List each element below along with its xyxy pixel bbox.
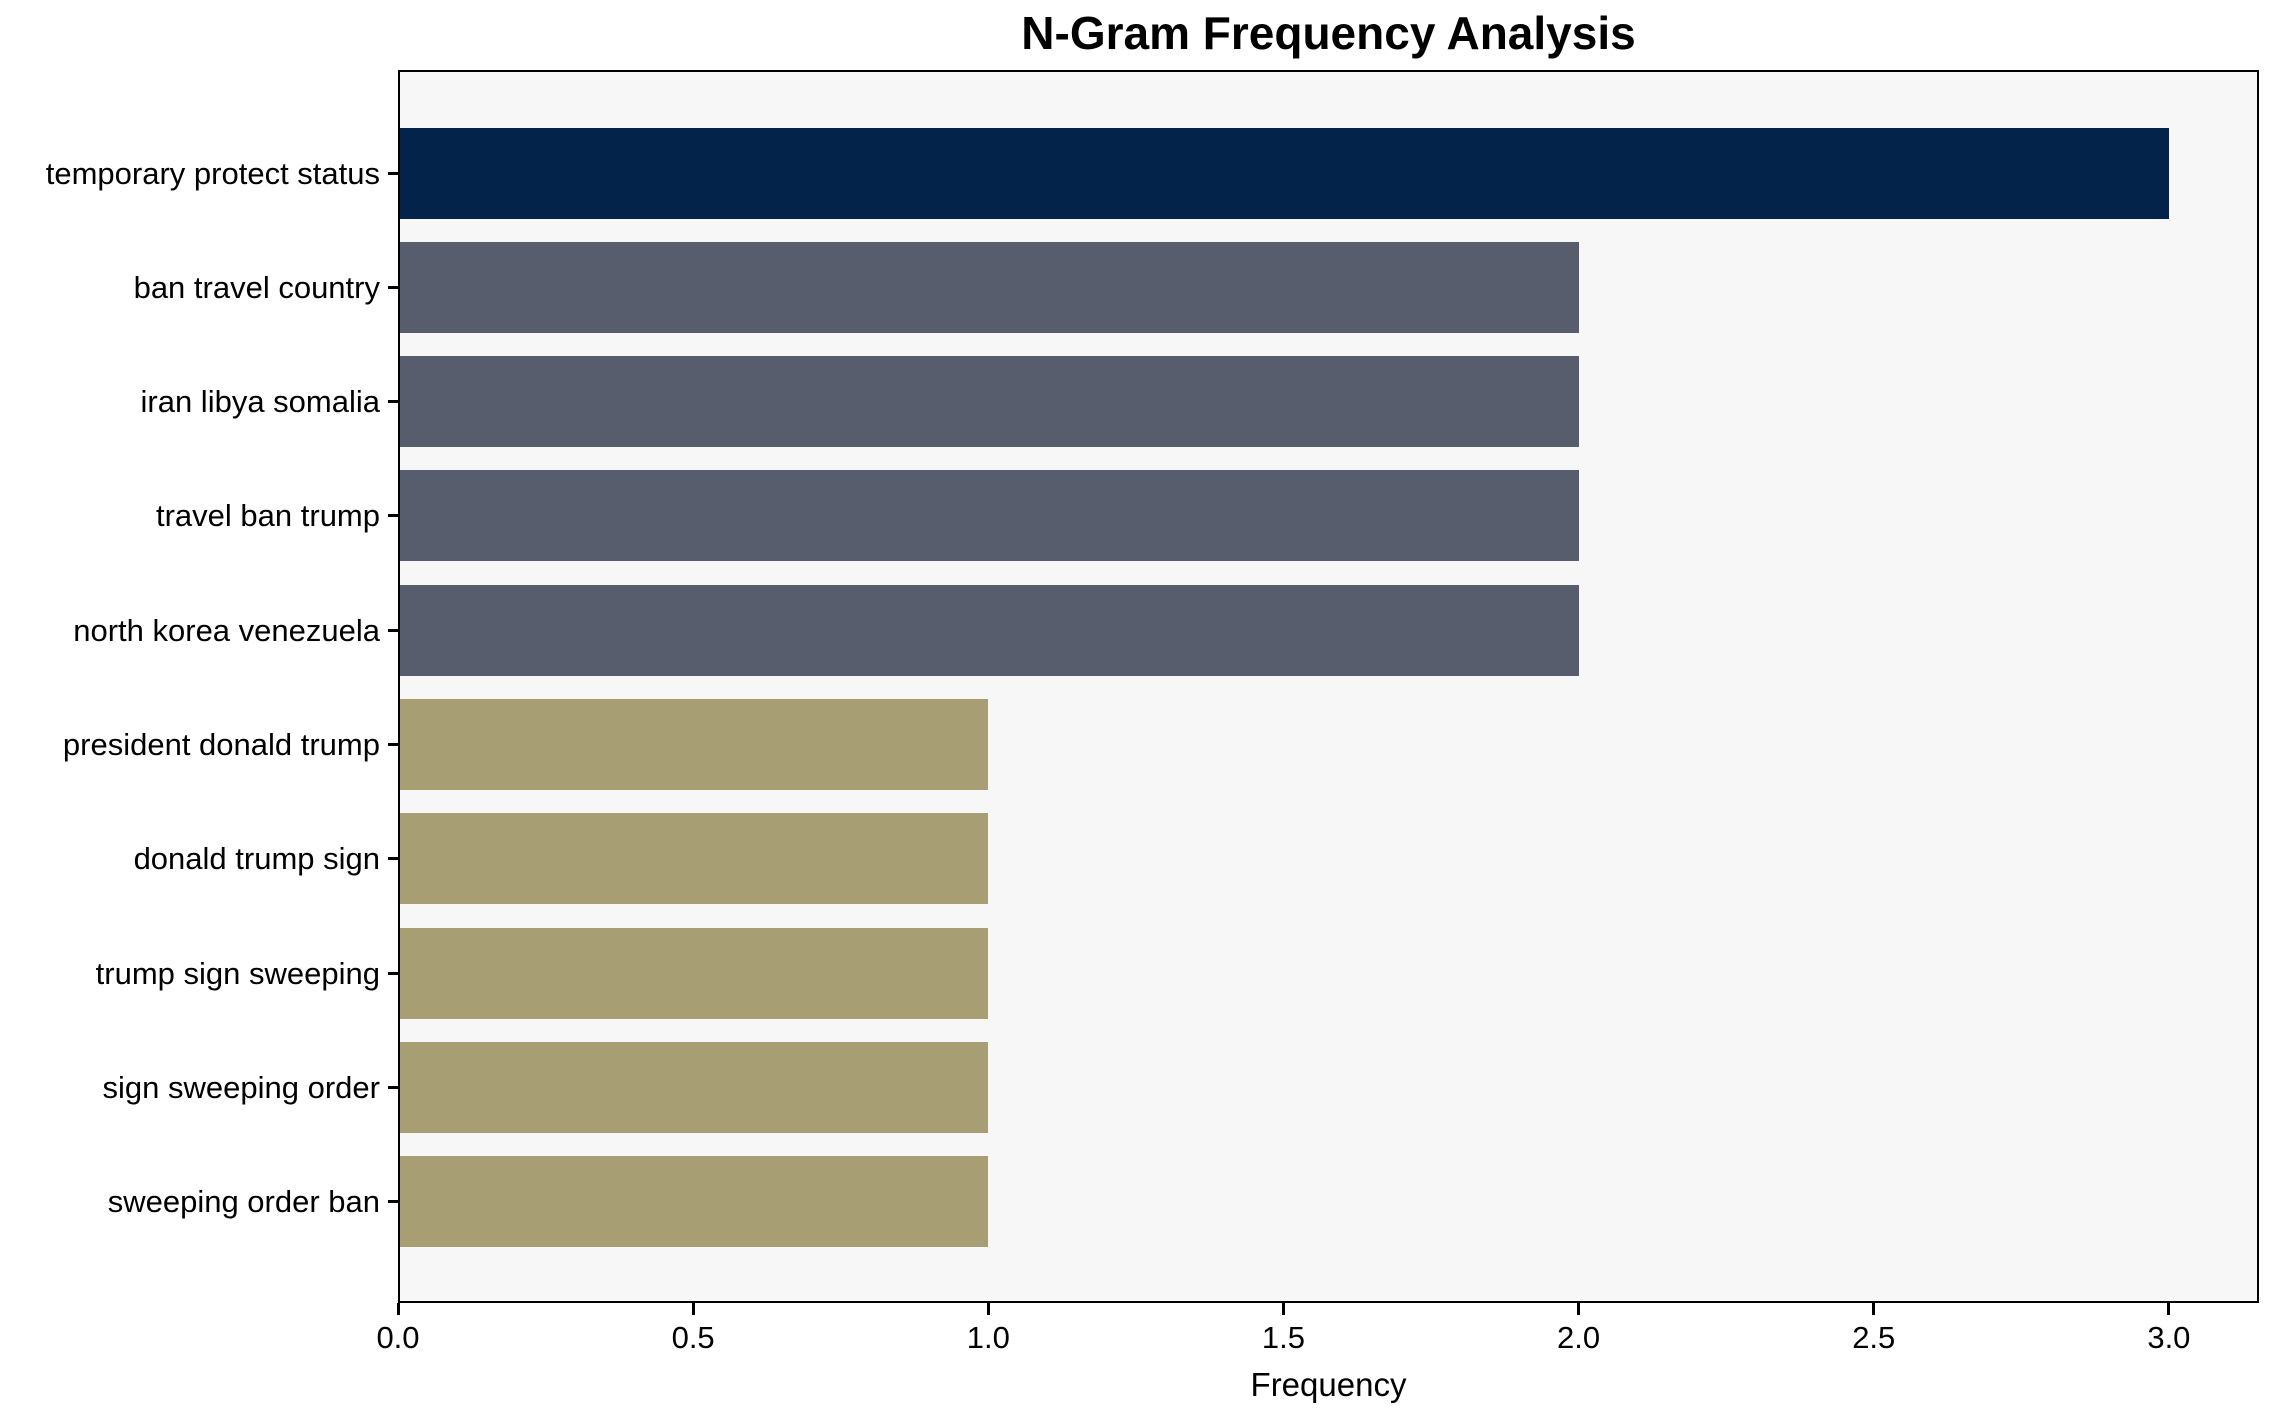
x-tick-label: 3.0 [2147,1320,2191,1355]
y-tick-label: iran libya somalia [140,384,381,420]
y-tick-mark [388,285,398,289]
y-tick-label: trump sign sweeping [95,955,380,991]
x-tick-label: 2.5 [1852,1320,1896,1355]
y-tick-label: ban travel country [133,269,380,305]
x-tick-mark [2167,1303,2171,1315]
y-tick-label: temporary protect status [45,155,380,191]
y-tick-mark [388,743,398,747]
y-tick-label: sign sweeping order [102,1070,380,1106]
x-axis-label: Frequency [1250,1366,1407,1403]
plot-area [398,70,2259,1303]
bar [400,584,1579,676]
bar [400,241,1579,333]
y-tick-mark [388,514,398,518]
bar [400,699,989,791]
bar [400,1156,989,1248]
x-tick-label: 2.0 [1557,1320,1601,1355]
x-tick-mark [986,1303,990,1315]
y-tick-label: sweeping order ban [107,1184,380,1220]
x-tick-label: 0.0 [376,1320,420,1355]
y-tick-mark [388,400,398,404]
x-tick-mark [691,1303,695,1315]
chart-title: N-Gram Frequency Analysis [1021,7,1636,59]
bar [400,356,1579,448]
y-tick-label: donald trump sign [133,841,380,877]
x-tick-label: 1.5 [1261,1320,1305,1355]
y-tick-mark [388,971,398,975]
x-tick-label: 1.0 [966,1320,1010,1355]
x-tick-label: 0.5 [671,1320,715,1355]
bar [400,1042,989,1134]
bar [400,127,2169,219]
x-tick-mark [1872,1303,1876,1315]
y-tick-mark [388,1086,398,1090]
y-tick-mark [388,171,398,175]
x-tick-mark [1577,1303,1581,1315]
y-tick-mark [388,1200,398,1204]
bar [400,470,1579,562]
y-tick-label: president donald trump [62,727,380,763]
bar [400,813,989,905]
y-tick-mark [388,857,398,861]
y-tick-mark [388,628,398,632]
bar [400,927,989,1019]
x-tick-mark [1281,1303,1285,1315]
y-tick-label: travel ban trump [156,498,380,534]
y-tick-label: north korea venezuela [73,612,380,648]
x-tick-mark [396,1303,400,1315]
